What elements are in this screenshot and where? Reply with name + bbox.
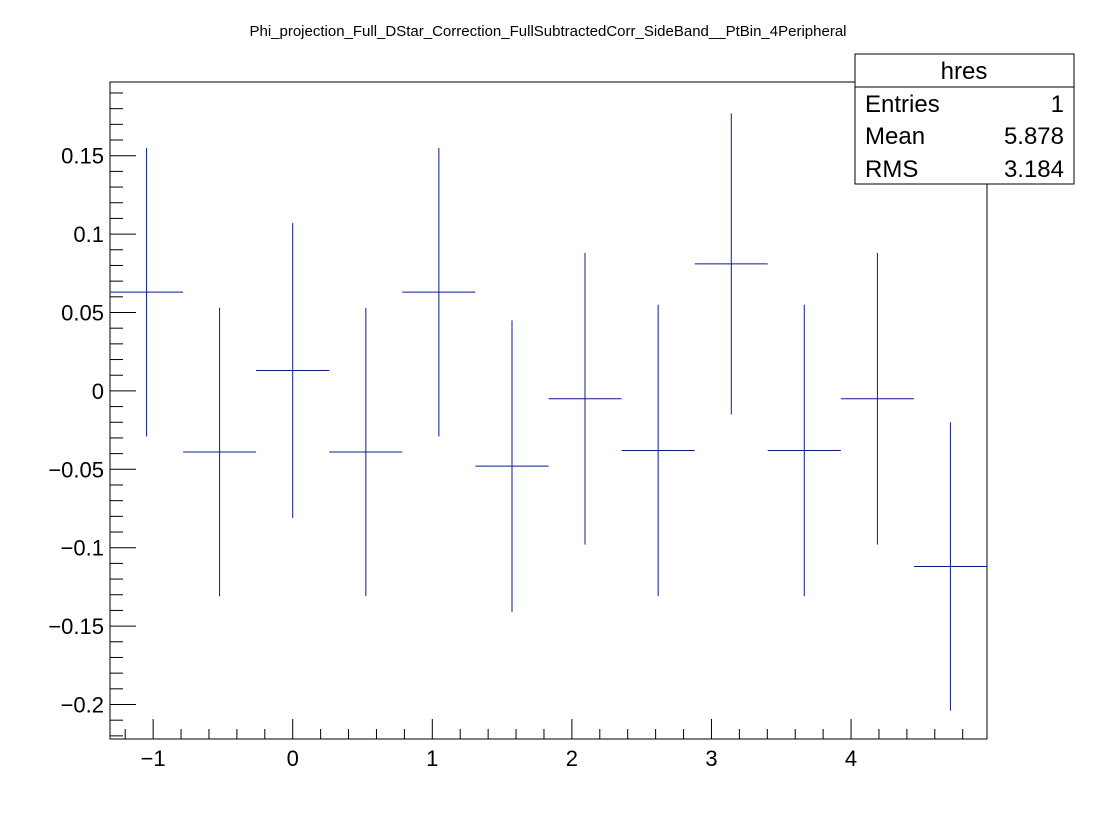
data-point <box>840 252 914 545</box>
data-point <box>767 304 841 597</box>
data-point <box>329 307 403 597</box>
stats-box-frame <box>854 53 1075 185</box>
y-axis: −0.2 −0.15 −0.1 −0.05 0 0.05 0.1 0.15 <box>48 92 136 737</box>
y-tick-label: 0.15 <box>61 144 104 169</box>
stats-value-rms: 3.184 <box>1004 156 1064 183</box>
data-point <box>548 252 622 545</box>
stats-label-rms: RMS <box>865 156 918 183</box>
x-tick-label: 3 <box>705 746 717 771</box>
data-point <box>402 147 476 437</box>
x-axis: −1 0 1 2 3 4 <box>124 719 964 771</box>
chart-title: Phi_projection_Full_DStar_Correction_Ful… <box>249 23 846 40</box>
y-tick-label: −0.1 <box>61 536 104 561</box>
y-tick-label: 0.05 <box>61 300 104 325</box>
data-point <box>183 307 257 597</box>
data-point <box>110 147 184 437</box>
plot-frame <box>109 81 988 740</box>
data-series <box>110 113 987 711</box>
stats-label-entries: Entries <box>865 91 940 118</box>
stats-label-mean: Mean <box>865 123 925 150</box>
x-tick-label: 4 <box>845 746 857 771</box>
x-tick-label: 2 <box>566 746 578 771</box>
y-tick-label: 0.1 <box>73 222 104 247</box>
data-point <box>621 304 695 597</box>
stats-value-mean: 5.878 <box>1004 123 1064 150</box>
y-tick-label: −0.15 <box>48 614 104 639</box>
stats-value-entries: 1 <box>1051 91 1064 118</box>
stats-box: hres Entries 1 Mean 5.878 RMS 3.184 <box>854 53 1075 185</box>
data-point <box>694 113 768 415</box>
data-point <box>256 223 330 518</box>
data-point <box>475 320 549 612</box>
data-point <box>913 422 987 711</box>
x-tick-label: 0 <box>287 746 299 771</box>
y-tick-label: 0 <box>92 379 104 404</box>
y-tick-label: −0.2 <box>61 693 104 718</box>
x-tick-label: 1 <box>426 746 438 771</box>
stats-box-title: hres <box>941 58 988 85</box>
y-tick-label: −0.05 <box>48 457 104 482</box>
x-tick-label: −1 <box>141 746 166 771</box>
